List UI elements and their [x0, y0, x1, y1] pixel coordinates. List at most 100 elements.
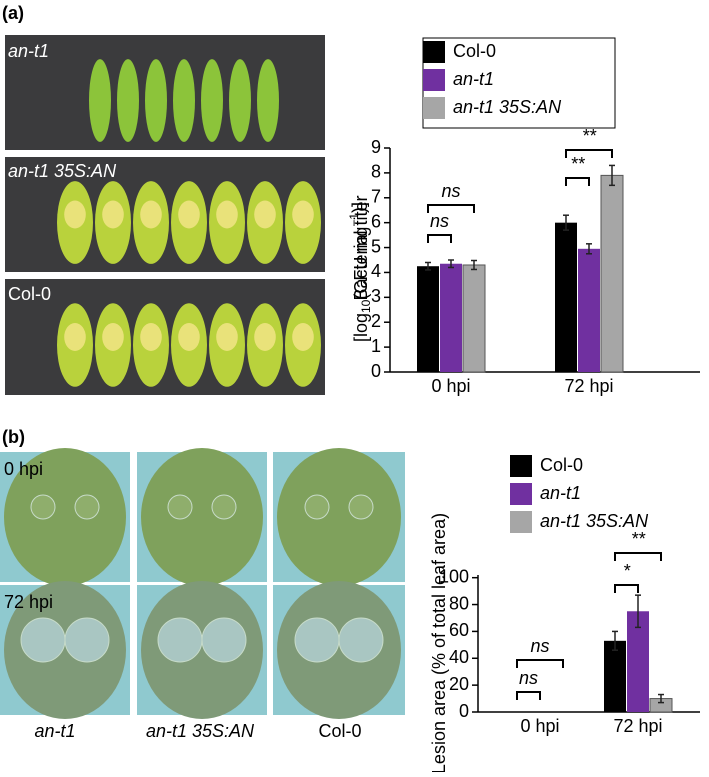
- y-tick-label: 60: [449, 620, 469, 640]
- legend-swatch: [510, 483, 532, 505]
- y-tick-label: 2: [371, 311, 381, 331]
- bar: [440, 263, 462, 372]
- significance-label: ns: [430, 211, 449, 231]
- leaf: [277, 581, 401, 719]
- y-axis-label-part: [log: [351, 313, 371, 342]
- y-axis-label-part: (CFU mg: [351, 227, 371, 300]
- bar: [417, 266, 439, 372]
- legend-label: an-t1 35S:AN: [453, 97, 562, 117]
- leaf: [277, 448, 401, 586]
- photo-label: 72 hpi: [4, 592, 53, 612]
- leaf: [4, 448, 126, 586]
- y-tick-label: 0: [371, 361, 381, 381]
- significance-bracket: [427, 204, 475, 213]
- x-tick-label: 72 hpi: [564, 376, 613, 396]
- x-tick-label: 0 hpi: [520, 716, 559, 736]
- lesion: [102, 323, 124, 351]
- photo-label: Col-0: [8, 284, 51, 304]
- y-tick-label: 6: [371, 211, 381, 231]
- lesion: [216, 323, 238, 351]
- leaf: [117, 59, 139, 142]
- bar: [600, 174, 624, 373]
- significance-label: **: [631, 529, 646, 549]
- spot: [348, 494, 374, 520]
- bar: [555, 222, 577, 372]
- bar: [627, 611, 649, 712]
- panel-label: (b): [2, 427, 25, 447]
- spot: [304, 494, 330, 520]
- error-bar: [635, 594, 641, 629]
- lesion: [102, 200, 124, 229]
- y-tick-label: 7: [371, 187, 381, 207]
- spot: [20, 617, 66, 663]
- x-tick-label: 0 hpi: [431, 376, 470, 396]
- significance-bracket: [427, 234, 452, 243]
- panel-label: (a): [2, 3, 24, 23]
- lesion: [292, 200, 314, 229]
- x-tick-label: 72 hpi: [613, 716, 662, 736]
- bar: [604, 640, 626, 712]
- leaf: [257, 59, 279, 142]
- y-tick-label: 4: [371, 261, 381, 281]
- significance-label: *: [623, 561, 631, 581]
- lesion: [254, 200, 276, 229]
- y-tick-label: 5: [371, 236, 381, 256]
- y-tick-label: 1: [371, 336, 381, 356]
- photo-label: 0 hpi: [4, 459, 43, 479]
- significance-bracket: [614, 584, 639, 593]
- photo-label: Col-0: [318, 721, 361, 741]
- significance-label: ns: [519, 668, 538, 688]
- spot: [157, 617, 203, 663]
- error-bar: [471, 259, 477, 271]
- leaf: [4, 581, 126, 719]
- spot: [74, 494, 100, 520]
- error-bar: [425, 261, 431, 271]
- significance-bracket: [565, 149, 613, 158]
- y-axis-label: [log10(CFU mg−1)]: [347, 202, 373, 342]
- legend-label: Col-0: [540, 455, 583, 475]
- legend-swatch: [510, 511, 532, 533]
- leaf: [145, 59, 167, 142]
- y-tick-label: 100: [439, 566, 469, 586]
- y-tick-label: 8: [371, 162, 381, 182]
- lesion: [64, 200, 86, 229]
- spot: [64, 617, 110, 663]
- photos: [0, 35, 405, 719]
- legend-label: an-t1: [540, 483, 581, 503]
- bar: [578, 248, 600, 372]
- y-axis-label: Bacterial titer: [351, 195, 371, 300]
- lesion: [64, 323, 86, 351]
- bar: [462, 264, 486, 373]
- significance-label: **: [582, 126, 597, 146]
- legend-label: an-t1 35S:AN: [540, 511, 649, 531]
- y-axis-label: Lesion area (% of total leaf area): [429, 513, 449, 772]
- photo-label: an-t1 35S:AN: [146, 721, 255, 741]
- leaf: [141, 581, 263, 719]
- y-axis-label-part: 10: [359, 299, 373, 313]
- error-bar: [658, 693, 664, 704]
- y-tick-label: 9: [371, 137, 381, 157]
- significance-bracket: [516, 691, 541, 700]
- leaf: [173, 59, 195, 142]
- error-bar: [612, 630, 618, 651]
- spot: [211, 494, 237, 520]
- significance-label: ns: [530, 636, 549, 656]
- error-bar: [563, 214, 569, 231]
- significance-bracket: [565, 177, 590, 186]
- error-bar: [609, 164, 615, 187]
- legend-swatch: [423, 41, 445, 63]
- leaf: [89, 59, 111, 142]
- lesion: [140, 200, 162, 229]
- y-tick-label: 20: [449, 674, 469, 694]
- photo-label: an-t1: [8, 41, 49, 61]
- legend-label: an-t1: [453, 69, 494, 89]
- legend-label: Col-0: [453, 41, 496, 61]
- y-tick-label: 0: [459, 701, 469, 721]
- y-axis-label-part: −1: [347, 213, 361, 227]
- lesion: [178, 200, 200, 229]
- lesion: [140, 323, 162, 351]
- significance-bracket: [614, 552, 662, 561]
- error-bar: [448, 259, 454, 269]
- photo-label: an-t1: [34, 721, 75, 741]
